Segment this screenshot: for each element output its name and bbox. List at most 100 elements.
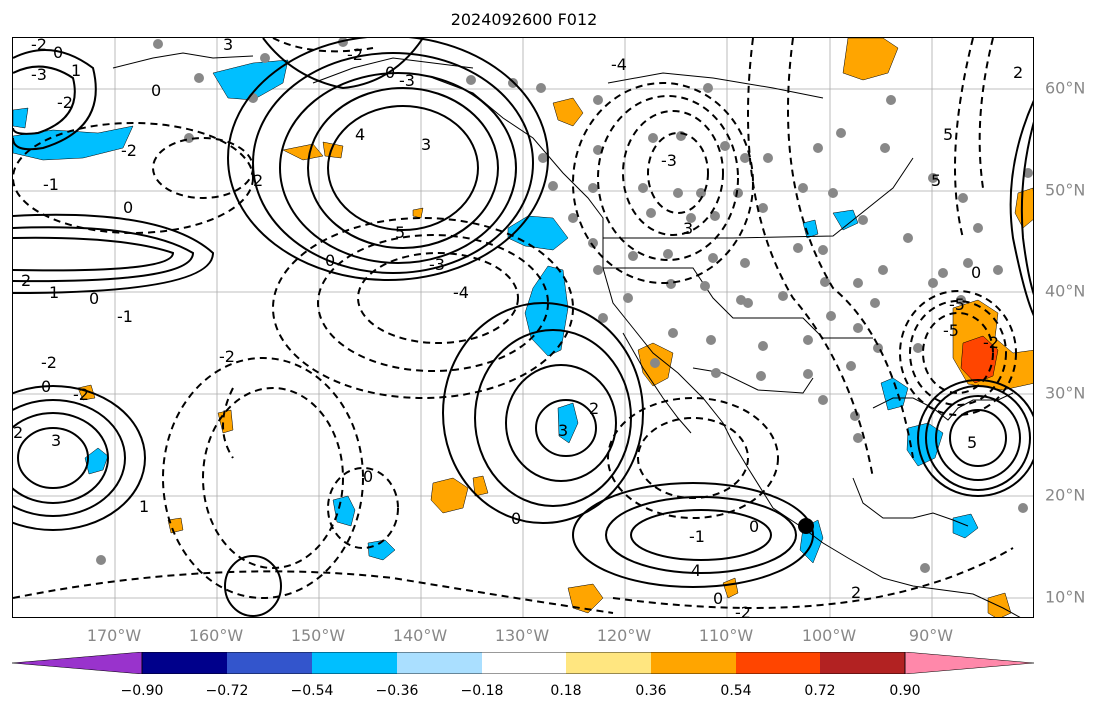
lat-label: 50°N: [1045, 180, 1086, 200]
positive-contours: [13, 38, 1033, 617]
lon-label: 130°W: [494, 626, 550, 645]
lat-label: 30°N: [1045, 383, 1086, 403]
colorbar-swatch: [482, 652, 566, 674]
contour-label: 0: [53, 43, 63, 62]
colorbar-tick-label: −0.72: [205, 683, 249, 699]
colorbar-tick-label: 0.72: [804, 683, 836, 699]
map-panel[interactable]: -2 0 3 -2 0 -3 1 -3 -2 0 4 3 -2 -1 0 2 5…: [12, 37, 1034, 618]
contour-label: -3: [31, 65, 47, 84]
lat-label: 60°N: [1045, 78, 1086, 98]
contour-label: -2: [735, 603, 751, 618]
contour-label: -2: [41, 353, 57, 372]
contour-label: 3: [51, 431, 61, 450]
contour-label: 2: [21, 271, 31, 290]
contour-label: -3: [399, 71, 415, 90]
contour-label: 3: [223, 38, 233, 54]
contour-label: 4: [691, 561, 701, 580]
contour-label: 0: [41, 377, 51, 396]
colorbar-swatch: [227, 652, 312, 674]
contour-label: -5: [949, 295, 965, 314]
contour-label: -4: [611, 55, 627, 74]
lat-label: 20°N: [1045, 485, 1086, 505]
station-dots: [96, 38, 1033, 573]
contour-label: 0: [151, 81, 161, 100]
contour-label: 5: [931, 171, 941, 190]
contour-label: -4: [453, 283, 469, 302]
contour-label: 0: [363, 467, 373, 486]
contour-label: 0: [385, 63, 395, 82]
lat-lon-grid: [13, 38, 1033, 617]
map-canvas[interactable]: -2 0 3 -2 0 -3 1 -3 -2 0 4 3 -2 -1 0 2 5…: [13, 38, 1034, 618]
contour-label: 0: [89, 289, 99, 308]
contour-label: -2: [57, 93, 73, 112]
contour-label: 5: [395, 223, 405, 242]
colorbar-tick-label: −0.36: [375, 683, 419, 699]
contour-label: -2: [73, 385, 89, 404]
colorbar-outline: [141, 652, 906, 674]
contour-label: -2: [219, 347, 235, 366]
colorbar-tick-label: −0.54: [290, 683, 334, 699]
colorbar-swatch: [904, 652, 1035, 674]
lon-label: 100°W: [801, 626, 857, 645]
contour-label: 0: [749, 517, 759, 536]
colorbar-swatch: [397, 652, 482, 674]
contour-label: -1: [43, 175, 59, 194]
contour-label: 0: [511, 509, 521, 528]
map-title: 2024092600 F012: [450, 10, 598, 29]
lat-label: 40°N: [1045, 281, 1086, 301]
negative-anomaly-shading: [13, 59, 979, 564]
negative-contours: [13, 38, 1017, 614]
lon-label: 110°W: [698, 626, 754, 645]
colorbar-swatch: [12, 652, 143, 674]
colorbar: [12, 652, 1035, 674]
contour-label: 0: [713, 589, 723, 608]
colorbar-swatch: [736, 652, 820, 674]
contour-label: -1: [117, 307, 133, 326]
lon-label: 140°W: [392, 626, 448, 645]
contour-label: 0: [971, 263, 981, 282]
contour-label: 2: [253, 171, 263, 190]
contour-label: 2: [589, 399, 599, 418]
colorbar-tick-label: 0.18: [550, 683, 582, 699]
colorbar-swatch: [651, 652, 736, 674]
contour-label: 3: [558, 421, 568, 440]
contour-label: 5: [967, 433, 977, 452]
contour-label: 4: [355, 125, 365, 144]
colorbar-swatch: [820, 652, 905, 674]
contour-label: 0: [325, 251, 335, 270]
contour-label: -2: [31, 38, 47, 54]
lon-label: 160°W: [188, 626, 244, 645]
colorbar-tick-label: 0.54: [720, 683, 752, 699]
contour-label: 0: [123, 198, 133, 217]
contour-label: -2: [347, 45, 363, 64]
contour-label: 1: [71, 61, 81, 80]
lat-label: 10°N: [1045, 587, 1086, 607]
contour-label: -1: [689, 527, 705, 546]
contour-label: -2: [983, 333, 999, 352]
contour-label: 2: [851, 583, 861, 602]
colorbar-tick-label: −0.18: [460, 683, 504, 699]
colorbar-tick-label: 0.90: [889, 683, 921, 699]
lon-label: 170°W: [86, 626, 142, 645]
contour-label: 1: [49, 283, 59, 302]
contour-label: -3: [429, 255, 445, 274]
contour-label: 1: [139, 497, 149, 516]
contour-labels: -2 0 3 -2 0 -3 1 -3 -2 0 4 3 -2 -1 0 2 5…: [13, 38, 1023, 618]
lon-label: 120°W: [596, 626, 652, 645]
contour-label: -3: [661, 151, 677, 170]
contour-label: -2: [121, 141, 137, 160]
contour-label: 2: [1013, 63, 1023, 82]
contour-label: 3: [683, 219, 693, 238]
colorbar-swatch: [566, 652, 651, 674]
lon-label: 150°W: [290, 626, 346, 645]
colorbar-swatch: [142, 652, 227, 674]
point-marker: [798, 518, 814, 534]
colorbar-tick-label: 0.36: [635, 683, 667, 699]
contour-label: 5: [943, 125, 953, 144]
lon-label: 90°W: [908, 626, 954, 645]
colorbar-swatch: [312, 652, 397, 674]
contour-label: -5: [943, 321, 959, 340]
colorbar-tick-label: −0.90: [120, 683, 164, 699]
coastlines: [112, 52, 1021, 617]
contour-label: 2: [13, 423, 23, 442]
